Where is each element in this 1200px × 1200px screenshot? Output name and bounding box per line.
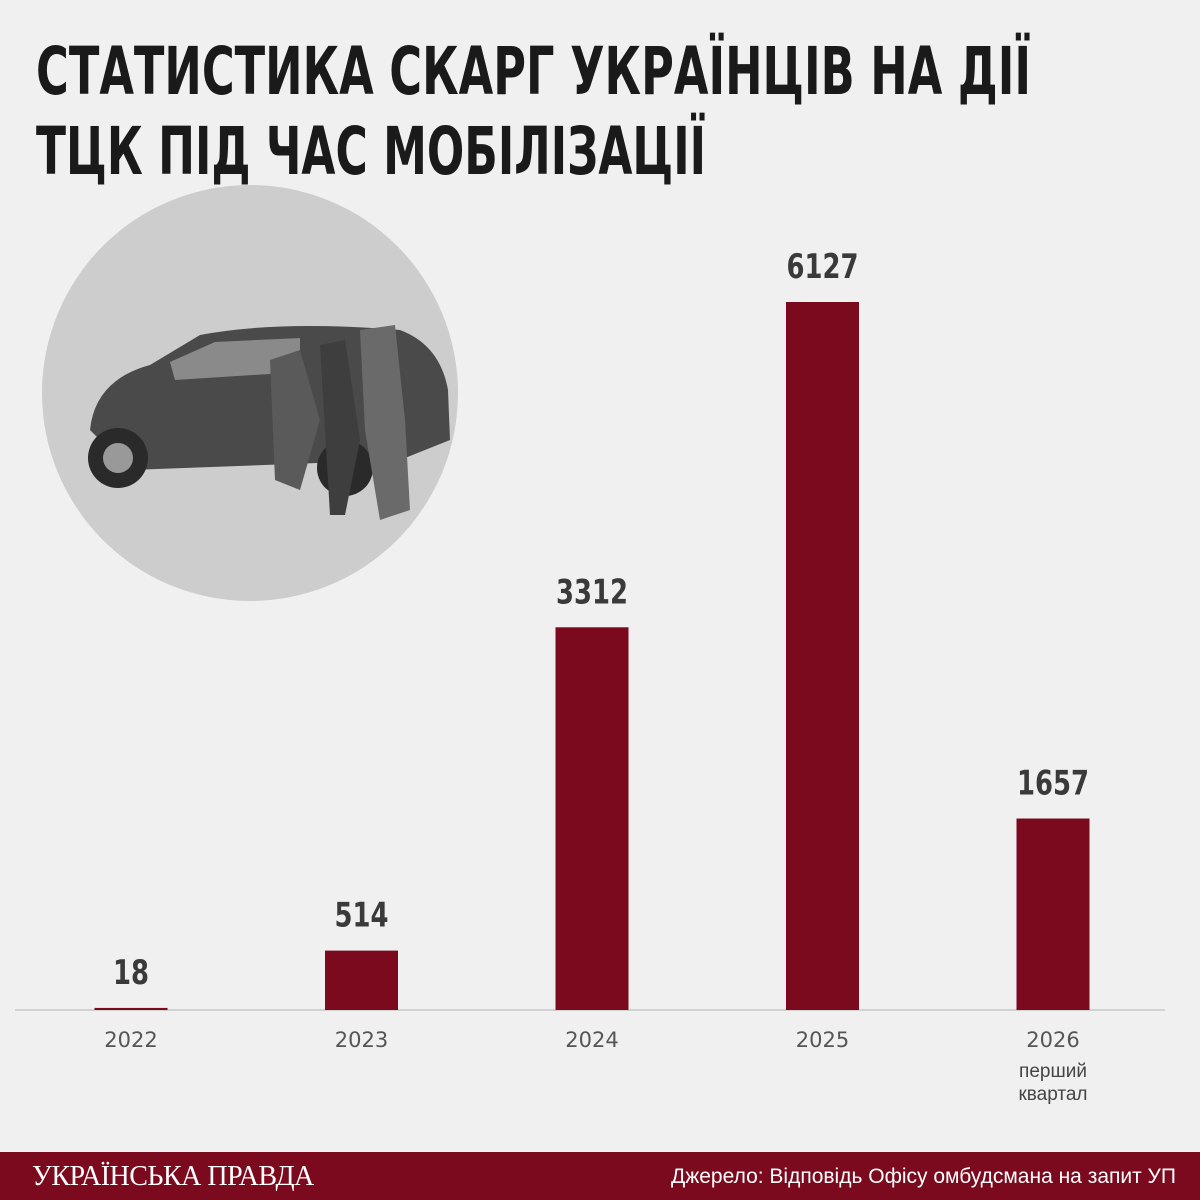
x-tick-label: 2024	[565, 1028, 618, 1052]
photo	[42, 185, 458, 601]
x-tick-label: 2026	[1026, 1028, 1079, 1052]
brand: УКРАЇНСЬКА ПРАВДА	[32, 1161, 314, 1192]
value-label: 514	[335, 896, 389, 936]
bar	[786, 302, 859, 1010]
x-tick-label: 2022	[104, 1028, 157, 1052]
chart-title: ТЦК ПІД ЧАС МОБІЛІЗАЦІЇ	[36, 113, 706, 190]
value-label: 6127	[787, 247, 859, 287]
bar	[94, 1007, 168, 1010]
value-label: 3312	[556, 572, 628, 612]
bar	[555, 627, 629, 1010]
bar	[1016, 818, 1090, 1010]
note: перший квартал	[1018, 1061, 1088, 1105]
x-tick-label: 2025	[796, 1028, 849, 1052]
footer: УКРАЇНСЬКА ПРАВДА Джерело: Відповідь Офі…	[0, 1152, 1200, 1200]
value-label: 18	[113, 953, 149, 993]
chart-title: СТАТИСТИКА СКАРГ УКРАЇНЦІВ НА ДІЇ	[36, 33, 1031, 110]
bar	[325, 950, 398, 1010]
x-tick-label: 2023	[335, 1028, 388, 1052]
value-label: 1657	[1017, 764, 1089, 804]
source: Джерело: Відповідь Офісу омбудсмана на з…	[670, 1165, 1176, 1188]
